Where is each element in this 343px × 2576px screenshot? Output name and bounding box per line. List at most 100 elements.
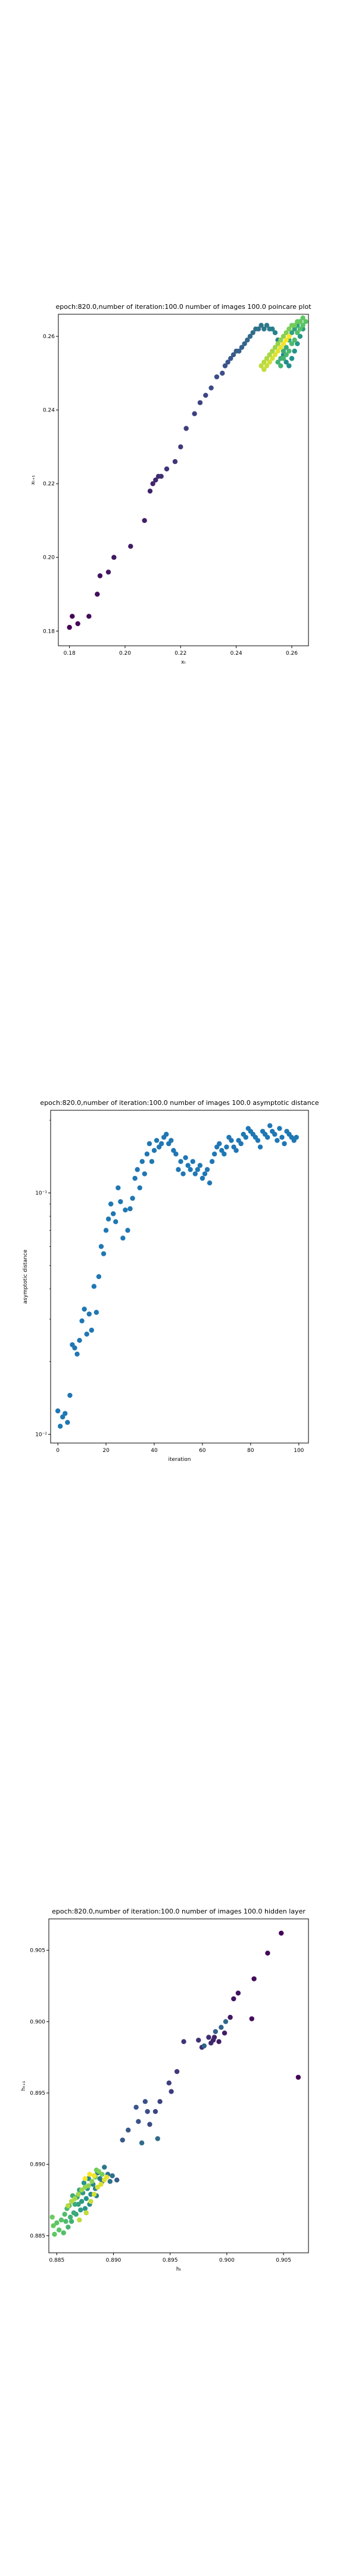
data-point (264, 323, 270, 328)
data-point (49, 2214, 55, 2220)
axes-frame (50, 1110, 309, 1444)
data-point (183, 426, 189, 431)
data-point (181, 2039, 186, 2045)
data-point (286, 333, 292, 339)
data-point (278, 345, 283, 350)
data-point (89, 2179, 95, 2184)
data-point (289, 341, 295, 346)
data-point (201, 2043, 207, 2049)
data-point (286, 363, 292, 369)
data-point (105, 1216, 111, 1222)
x-tick-label: 0.20 (119, 651, 131, 657)
data-point (245, 338, 250, 343)
y-tick-label: 0.22 (43, 481, 55, 487)
data-point (139, 2140, 145, 2145)
data-point (154, 1138, 160, 1143)
data-point (261, 367, 267, 372)
data-point (250, 330, 255, 336)
data-point (142, 1171, 148, 1176)
data-point (55, 1408, 61, 1414)
data-point (82, 2184, 88, 2190)
data-point (211, 1151, 217, 1157)
data-point (87, 2172, 92, 2177)
x-tick-label: 0.905 (276, 2258, 291, 2264)
data-point (99, 2172, 105, 2177)
data-point (289, 323, 295, 328)
data-point (264, 363, 270, 369)
y-tick-label: 0.18 (43, 628, 55, 634)
chart-title: epoch:820.0,number of iteration:100.0 nu… (52, 1908, 305, 1915)
data-point (142, 2099, 148, 2104)
data-point (173, 1151, 179, 1157)
x-tick-label: 0.890 (106, 2258, 121, 2264)
data-point (120, 1236, 126, 1241)
x-tick-label: 0.22 (174, 651, 186, 657)
data-point (243, 1135, 248, 1140)
data-point (247, 333, 253, 339)
data-point (135, 1167, 140, 1172)
data-point (65, 1420, 70, 1425)
y-tick-label: 0.26 (43, 334, 55, 340)
data-point (81, 2180, 87, 2185)
data-point (272, 345, 278, 350)
data-point (206, 2035, 211, 2040)
data-point (132, 1175, 138, 1181)
data-point (91, 2173, 97, 2178)
data-point (275, 1138, 280, 1143)
data-point (114, 2177, 120, 2183)
data-point (88, 2199, 93, 2205)
data-point (222, 2030, 227, 2036)
data-point (225, 360, 230, 365)
data-point (158, 1141, 164, 1147)
data-point (91, 1284, 97, 1289)
y-axis-label: xₜ₊₁ (30, 475, 36, 485)
data-point (217, 1141, 222, 1147)
data-point (66, 2224, 71, 2230)
data-point (261, 326, 267, 332)
data-point (116, 1185, 121, 1191)
data-point (93, 1309, 99, 1315)
data-point (219, 1148, 224, 1153)
data-point (89, 1327, 94, 1333)
data-point (180, 1171, 186, 1176)
data-point (133, 2104, 139, 2110)
y-tick-label: 10⁻² (35, 1432, 47, 1438)
data-point (113, 1219, 119, 1225)
data-point (220, 370, 225, 376)
data-point (127, 1206, 133, 1212)
axes-frame (48, 1918, 309, 2253)
data-point (272, 352, 278, 358)
data-point (174, 2069, 180, 2075)
x-tick-label: 0.895 (163, 2258, 178, 2264)
chart-title: epoch:820.0,number of iteration:100.0 nu… (40, 1099, 319, 1107)
x-tick-label: 0.24 (230, 651, 242, 657)
data-point (108, 1201, 114, 1207)
data-point (110, 2173, 115, 2178)
data-point (192, 411, 197, 416)
data-point (128, 544, 133, 549)
data-point (68, 2199, 74, 2205)
data-point (251, 1976, 257, 1981)
data-point (86, 614, 92, 619)
x-tick-label: 100 (294, 1448, 304, 1454)
data-point (96, 1274, 102, 1280)
data-point (295, 341, 300, 346)
data-point (79, 2199, 85, 2205)
x-tick-label: 20 (102, 1448, 110, 1454)
data-point (222, 1151, 227, 1157)
data-point (67, 624, 72, 630)
data-point (183, 1155, 188, 1160)
data-point (126, 2127, 131, 2133)
chart-1: epoch:820.0,number of iteration:100.0 nu… (23, 1099, 319, 1463)
y-tick-label: 0.890 (30, 2162, 45, 2168)
data-point (228, 355, 233, 361)
data-point (223, 2019, 229, 2024)
data-point (66, 2203, 71, 2209)
x-tick-label: 0.26 (286, 651, 298, 657)
data-point (235, 1990, 241, 1996)
data-point (275, 341, 280, 346)
data-point (146, 1141, 152, 1147)
y-tick-label: 10⁻¹ (35, 1191, 47, 1197)
data-point (70, 614, 75, 619)
data-point (275, 348, 280, 354)
